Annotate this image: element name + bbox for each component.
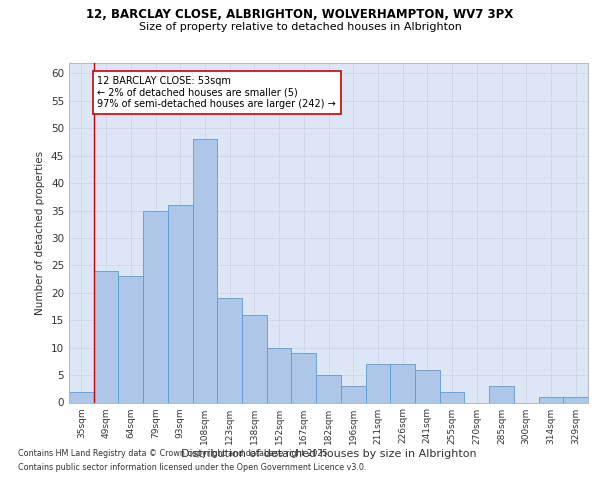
Bar — [415, 370, 440, 402]
Bar — [193, 140, 217, 402]
Bar — [563, 397, 588, 402]
Bar — [341, 386, 365, 402]
Bar — [390, 364, 415, 403]
Bar — [69, 392, 94, 402]
Text: Contains public sector information licensed under the Open Government Licence v3: Contains public sector information licen… — [18, 464, 367, 472]
Text: 12 BARCLAY CLOSE: 53sqm
← 2% of detached houses are smaller (5)
97% of semi-deta: 12 BARCLAY CLOSE: 53sqm ← 2% of detached… — [97, 76, 336, 110]
Bar — [94, 271, 118, 402]
Bar — [316, 375, 341, 402]
Text: Size of property relative to detached houses in Albrighton: Size of property relative to detached ho… — [139, 22, 461, 32]
Text: 12, BARCLAY CLOSE, ALBRIGHTON, WOLVERHAMPTON, WV7 3PX: 12, BARCLAY CLOSE, ALBRIGHTON, WOLVERHAM… — [86, 8, 514, 20]
Bar — [292, 353, 316, 403]
X-axis label: Distribution of detached houses by size in Albrighton: Distribution of detached houses by size … — [181, 450, 476, 460]
Bar — [539, 397, 563, 402]
Bar — [217, 298, 242, 403]
Bar — [168, 205, 193, 402]
Y-axis label: Number of detached properties: Number of detached properties — [35, 150, 46, 314]
Text: Contains HM Land Registry data © Crown copyright and database right 2025.: Contains HM Land Registry data © Crown c… — [18, 448, 330, 458]
Bar — [440, 392, 464, 402]
Bar — [365, 364, 390, 403]
Bar — [267, 348, 292, 403]
Bar — [242, 315, 267, 402]
Bar — [118, 276, 143, 402]
Bar — [489, 386, 514, 402]
Bar — [143, 210, 168, 402]
